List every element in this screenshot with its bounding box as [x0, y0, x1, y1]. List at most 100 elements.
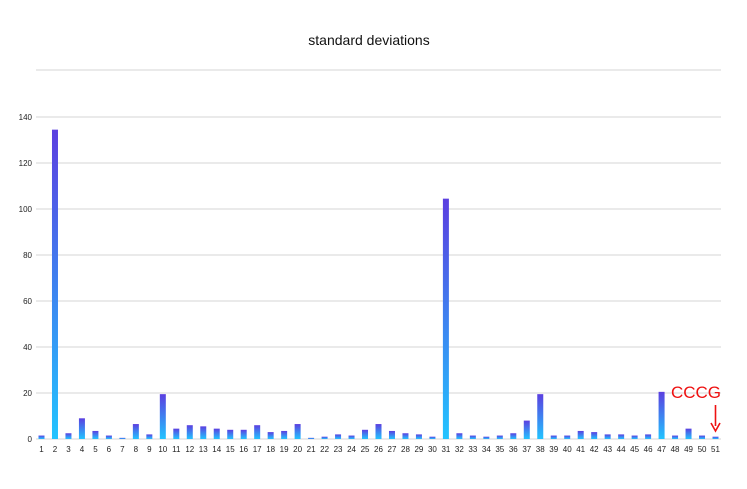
x-tick-label: 4: [80, 445, 85, 454]
annotation-label: CCCG: [671, 383, 721, 402]
bar-15: [227, 429, 234, 439]
bar-33: [469, 435, 476, 439]
bar-46: [645, 434, 652, 439]
bar-31: [442, 198, 449, 439]
x-tick-label: 17: [253, 445, 262, 454]
bar-18: [267, 432, 274, 439]
bar-39: [550, 435, 557, 439]
x-tick-label: 8: [134, 445, 139, 454]
bar-49: [685, 428, 692, 439]
x-tick-label: 50: [698, 445, 707, 454]
bar-35: [496, 435, 503, 439]
y-tick-label: 0: [28, 435, 33, 444]
y-tick-label: 20: [23, 389, 32, 398]
bars: [38, 129, 719, 439]
x-tick-label: 38: [536, 445, 545, 454]
x-tick-label: 31: [441, 445, 450, 454]
bar-36: [510, 433, 517, 439]
x-tick-label: 41: [576, 445, 585, 454]
x-tick-label: 47: [657, 445, 666, 454]
x-tick-label: 39: [549, 445, 558, 454]
x-tick-label: 12: [185, 445, 194, 454]
x-tick-label: 3: [66, 445, 71, 454]
annotations: CCCG: [671, 383, 721, 433]
bar-32: [456, 433, 463, 439]
bar-19: [281, 430, 288, 439]
x-tick-label: 15: [226, 445, 235, 454]
bar-1: [38, 435, 45, 439]
bar-7: [119, 437, 126, 439]
y-tick-label: 140: [19, 113, 33, 122]
x-tick-label: 25: [361, 445, 370, 454]
bar-8: [132, 424, 139, 439]
bar-11: [173, 428, 180, 439]
x-tick-label: 20: [293, 445, 302, 454]
bar-22: [321, 436, 328, 439]
x-tick-label: 11: [172, 445, 181, 454]
x-tick-label: 7: [120, 445, 125, 454]
y-axis-ticks: 0 20 40 60 80 100 120 140: [19, 113, 33, 444]
y-tick-label: 80: [23, 251, 32, 260]
bar-4: [78, 418, 85, 439]
bar-12: [186, 425, 193, 439]
x-tick-label: 18: [266, 445, 275, 454]
x-tick-label: 29: [414, 445, 423, 454]
x-tick-label: 32: [455, 445, 464, 454]
bar-10: [159, 394, 166, 439]
x-tick-label: 28: [401, 445, 410, 454]
x-tick-label: 48: [671, 445, 680, 454]
x-tick-label: 26: [374, 445, 383, 454]
x-tick-label: 1: [39, 445, 44, 454]
x-tick-label: 16: [239, 445, 248, 454]
bar-48: [672, 435, 679, 439]
x-tick-label: 27: [388, 445, 397, 454]
gridlines: [36, 116, 721, 440]
bar-43: [604, 434, 611, 439]
y-tick-label: 120: [19, 159, 33, 168]
bar-2: [51, 129, 58, 439]
x-tick-label: 9: [147, 445, 152, 454]
x-tick-label: 44: [617, 445, 626, 454]
x-tick-label: 33: [468, 445, 477, 454]
x-tick-label: 43: [603, 445, 612, 454]
bar-42: [591, 432, 598, 439]
x-tick-label: 24: [347, 445, 356, 454]
bar-17: [254, 425, 261, 439]
chart-title: standard deviations: [308, 32, 429, 48]
x-tick-label: 5: [93, 445, 98, 454]
x-tick-label: 13: [199, 445, 208, 454]
bar-6: [105, 435, 112, 439]
x-tick-label: 36: [509, 445, 518, 454]
bar-16: [240, 429, 247, 439]
x-tick-label: 14: [212, 445, 221, 454]
annotation-arrow-head: [710, 422, 721, 433]
x-tick-label: 46: [644, 445, 653, 454]
x-tick-label: 10: [158, 445, 167, 454]
x-tick-label: 23: [334, 445, 343, 454]
x-tick-label: 34: [482, 445, 491, 454]
bar-13: [200, 426, 207, 439]
x-tick-label: 21: [307, 445, 316, 454]
x-axis-ticks: 1 2 3 4 5 6 7 8 9 10 11 12 13 14 15 16 17 18 19 20 21 22 23 24 2…: [39, 445, 720, 454]
bar-30: [429, 436, 436, 439]
bar-21: [308, 437, 315, 439]
x-tick-label: 51: [711, 445, 720, 454]
bar-25: [362, 429, 369, 439]
x-tick-label: 6: [107, 445, 112, 454]
bar-24: [348, 435, 355, 439]
bar-3: [65, 433, 72, 439]
bar-51: [712, 436, 719, 439]
x-tick-label: 2: [53, 445, 58, 454]
x-tick-label: 30: [428, 445, 437, 454]
x-tick-label: 22: [320, 445, 329, 454]
bar-41: [577, 430, 584, 439]
x-tick-label: 45: [630, 445, 639, 454]
bar-47: [658, 391, 665, 439]
bar-14: [213, 428, 220, 439]
x-tick-label: 19: [280, 445, 289, 454]
bar-50: [699, 435, 706, 439]
bar-23: [335, 434, 342, 439]
bar-26: [375, 424, 382, 439]
x-tick-label: 49: [684, 445, 693, 454]
bar-34: [483, 436, 490, 439]
